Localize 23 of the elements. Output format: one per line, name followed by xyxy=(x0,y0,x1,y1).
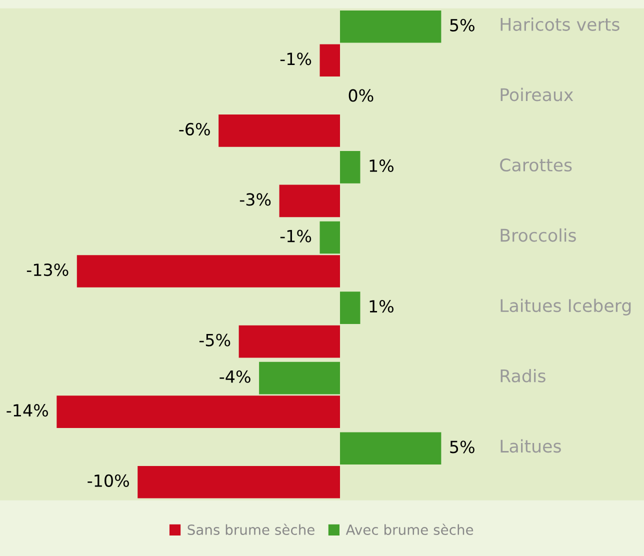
legend-label: Avec brume sèche xyxy=(346,524,474,536)
legend-label: Sans brume sèche xyxy=(188,524,314,536)
y-tick-label: Haricots verts xyxy=(500,18,620,31)
y-tick-label: Carottes xyxy=(500,158,572,172)
data-label: -4% xyxy=(220,370,250,383)
data-label: -13% xyxy=(26,263,68,276)
data-label: -10% xyxy=(88,474,129,487)
data-label: 0% xyxy=(348,89,374,102)
data-label: 1% xyxy=(370,159,394,172)
y-tick-label: Radis xyxy=(500,368,546,382)
data-label: -14% xyxy=(6,404,48,417)
data-label: 1% xyxy=(370,300,394,313)
data-label: -6% xyxy=(179,122,210,136)
y-tick-label: Broccolis xyxy=(500,228,576,242)
data-label: 5% xyxy=(450,18,474,32)
data-label: -5% xyxy=(199,334,230,346)
data-label: 5% xyxy=(450,440,474,454)
data-label: -1% xyxy=(280,52,312,66)
data-label: -3% xyxy=(240,193,271,206)
y-tick-label: Laitues xyxy=(500,439,561,453)
y-tick-label: Laitues Iceberg xyxy=(500,298,631,316)
data-label: -1% xyxy=(280,230,312,242)
y-tick-label: Poireaux xyxy=(500,88,574,102)
